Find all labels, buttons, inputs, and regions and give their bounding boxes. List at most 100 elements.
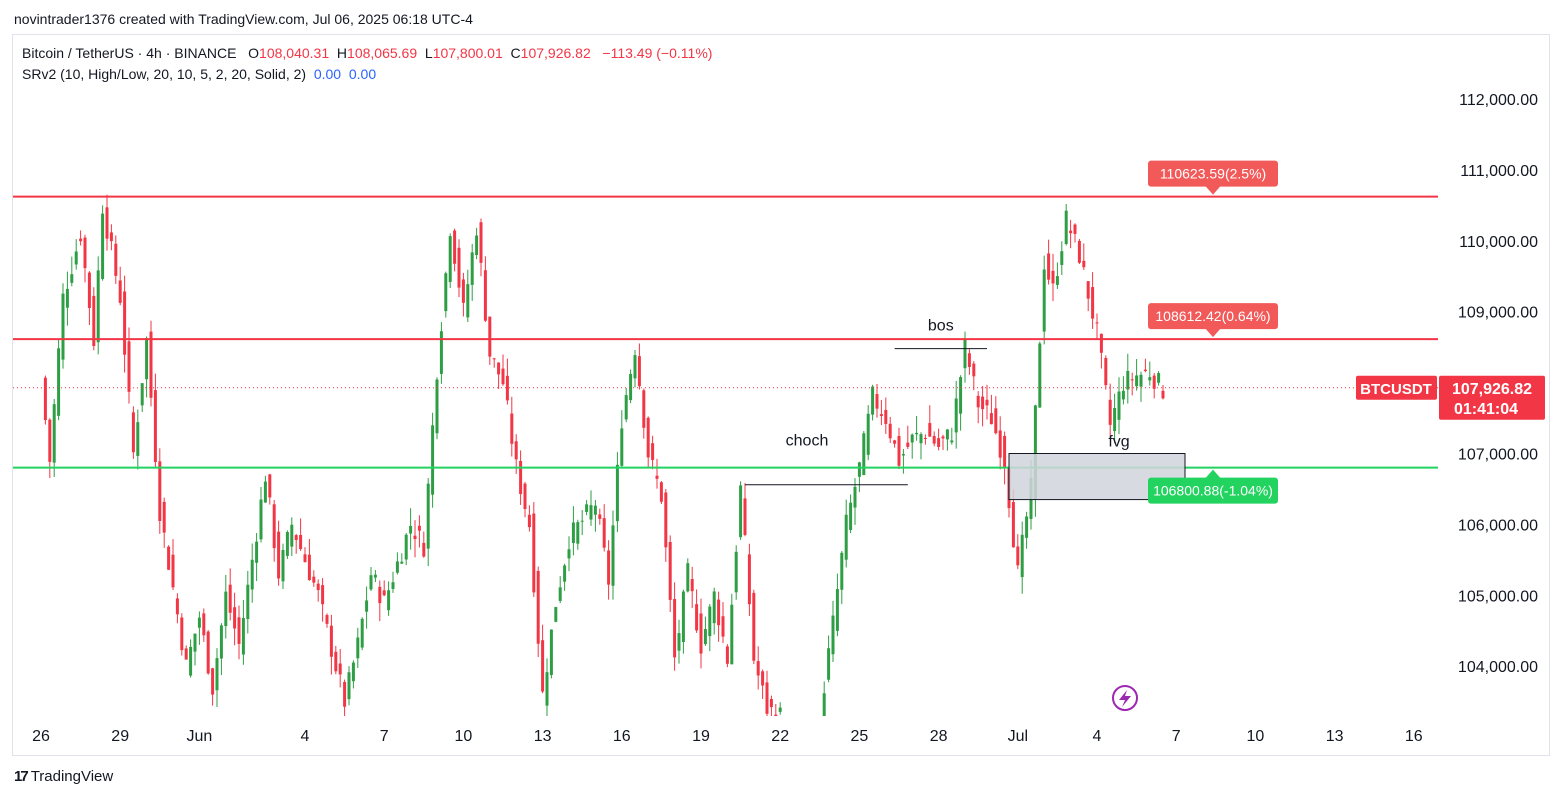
candle-up xyxy=(849,502,853,530)
candle-down xyxy=(461,279,465,303)
candle-up xyxy=(1157,373,1161,383)
symbol-title[interactable]: Bitcoin / TetherUS · 4h · BINANCE xyxy=(22,45,237,61)
candle-down xyxy=(541,640,545,692)
choch-label: choch xyxy=(786,433,829,450)
x-tick-label: 16 xyxy=(613,728,631,745)
candle-down xyxy=(875,394,879,409)
candle-up xyxy=(624,395,628,420)
candle-down xyxy=(923,437,927,439)
candle-down xyxy=(510,413,514,444)
candle-up xyxy=(145,338,149,380)
candle-up xyxy=(136,422,140,456)
candle-up xyxy=(571,522,575,544)
candle-up xyxy=(387,590,391,611)
candle-down xyxy=(646,417,650,458)
candle-up xyxy=(1139,374,1143,387)
candle-down xyxy=(334,651,338,672)
candle-down xyxy=(747,554,751,605)
candle-down xyxy=(87,272,91,308)
indicator-title[interactable]: SRv2 (10, High/Low, 20, 10, 5, 2, 20, So… xyxy=(22,66,307,82)
candle-up xyxy=(954,398,958,433)
candle-down xyxy=(989,413,993,425)
candle-up xyxy=(580,520,584,522)
candle-down xyxy=(131,412,135,453)
candle-down xyxy=(158,461,162,522)
candle-down xyxy=(884,409,888,424)
candle-down xyxy=(523,483,527,510)
close-value: 107,926.82 xyxy=(520,45,591,61)
change-value: −113.49 (−0.11%) xyxy=(602,45,713,61)
candle-down xyxy=(162,501,166,533)
candle-down xyxy=(325,615,329,624)
price-tag-bg xyxy=(1439,375,1545,420)
candle-up xyxy=(470,252,474,285)
candle-up xyxy=(1064,210,1068,244)
candle-down xyxy=(307,554,311,581)
candle-up xyxy=(567,549,571,559)
candle-up xyxy=(549,629,553,676)
candle-up xyxy=(708,606,712,637)
x-tick-label: Jun xyxy=(187,728,213,745)
candles xyxy=(43,194,1165,716)
indicator-legend: SRv2 (10, High/Low, 20, 10, 5, 2, 20, So… xyxy=(22,66,376,82)
candle-down xyxy=(598,514,602,519)
candle-up xyxy=(285,532,289,556)
candle-down xyxy=(1047,253,1051,280)
candle-down xyxy=(180,617,184,651)
candle-down xyxy=(673,599,677,658)
candle-up xyxy=(703,629,707,645)
candle-down xyxy=(501,368,505,385)
fvg-label: fvg xyxy=(1108,434,1129,451)
candle-up xyxy=(369,575,373,590)
candle-down xyxy=(1077,240,1081,263)
y-tick-label: 104,000.00 xyxy=(1458,659,1538,676)
candle-down xyxy=(233,607,237,629)
candle-up xyxy=(1135,375,1139,387)
candle-down xyxy=(668,541,672,600)
x-tick-label: 26 xyxy=(32,728,50,745)
candle-up xyxy=(1042,269,1046,332)
candle-down xyxy=(879,414,883,416)
candle-up xyxy=(822,693,826,716)
x-tick-label: 7 xyxy=(1172,728,1181,745)
y-tick-label: 109,000.00 xyxy=(1458,305,1538,322)
candle-down xyxy=(79,238,83,242)
candle-down xyxy=(906,442,910,447)
candle-up xyxy=(241,617,245,655)
candle-up xyxy=(871,386,875,415)
candle-down xyxy=(483,270,487,321)
candle-down xyxy=(998,430,1002,458)
candle-down xyxy=(316,583,320,591)
x-tick-label: 16 xyxy=(1405,728,1423,745)
candle-down xyxy=(453,230,457,264)
candle-up xyxy=(1117,391,1121,420)
brand[interactable]: 17 TradingView xyxy=(14,768,113,785)
candle-up xyxy=(901,454,905,456)
candle-down xyxy=(457,247,461,288)
candle-down xyxy=(519,460,523,495)
support-tag: 106800.88(-1.04%) xyxy=(1153,483,1273,499)
candle-up xyxy=(356,637,360,659)
candle-up xyxy=(739,485,743,538)
candle-down xyxy=(607,550,611,585)
open-value: 108,040.31 xyxy=(259,45,330,61)
candle-up xyxy=(65,288,69,308)
candle-down xyxy=(343,681,347,707)
candle-down xyxy=(1051,270,1055,284)
candle-down xyxy=(717,599,721,626)
x-tick-label: 10 xyxy=(1247,728,1265,745)
candle-up xyxy=(950,440,954,443)
candle-down xyxy=(1104,357,1108,386)
symbol-tag-bg xyxy=(1356,375,1437,400)
candle-down xyxy=(721,616,725,637)
candle-up xyxy=(391,582,395,589)
x-tick-label: 4 xyxy=(301,728,310,745)
candle-up xyxy=(255,541,259,563)
candle-down xyxy=(756,661,760,676)
candle-down xyxy=(1082,260,1086,268)
candle-down xyxy=(294,535,298,541)
candle-down xyxy=(109,232,113,242)
candle-up xyxy=(545,672,549,706)
candle-up xyxy=(558,587,562,601)
